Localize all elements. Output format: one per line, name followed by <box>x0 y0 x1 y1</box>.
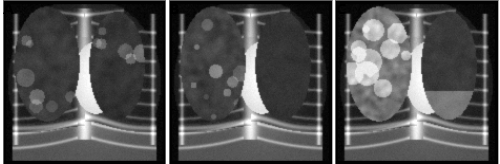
Text: A: A <box>2 3 13 17</box>
Text: B: B <box>169 3 179 17</box>
Text: C: C <box>335 3 345 17</box>
